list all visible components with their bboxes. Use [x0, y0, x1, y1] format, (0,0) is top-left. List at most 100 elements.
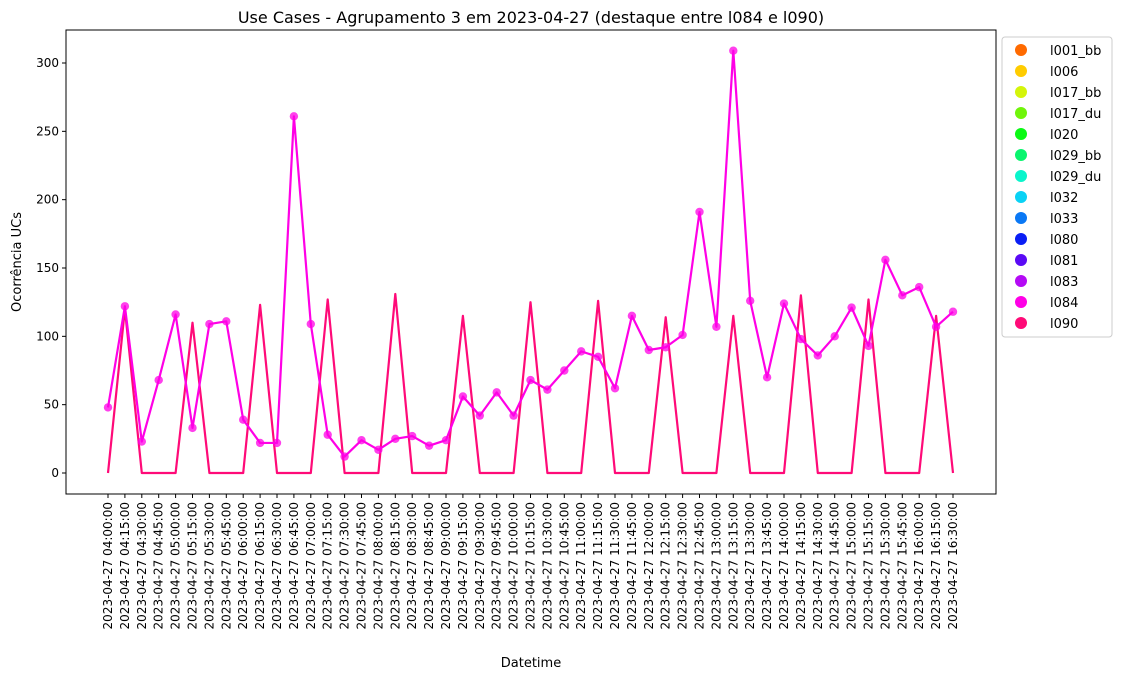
data-point-l084	[188, 423, 197, 433]
x-tick-label: 2023-04-27 08:00:00	[371, 502, 385, 629]
legend-label-l001_bb: l001_bb	[1050, 44, 1101, 59]
data-point-l084	[712, 322, 721, 331]
x-tick-label: 2023-04-27 07:00:00	[304, 502, 318, 629]
x-tick-label: 2023-04-27 09:30:00	[473, 502, 487, 629]
data-point-l084	[424, 441, 434, 450]
x-tick-label: 2023-04-27 13:45:00	[760, 502, 774, 629]
x-tick-label: 2023-04-27 05:00:00	[169, 502, 183, 629]
series-line-l090	[106, 292, 955, 475]
data-point-l084	[272, 438, 282, 448]
x-tick-label: 2023-04-27 11:15:00	[591, 502, 605, 629]
legend-label-l033: l033	[1050, 212, 1078, 227]
x-tick-label: 2023-04-27 16:30:00	[946, 502, 960, 629]
data-point-l084	[881, 255, 890, 264]
data-point-l084	[847, 303, 856, 312]
data-point-l084	[137, 437, 146, 446]
x-tick-label: 2023-04-27 11:45:00	[625, 502, 639, 629]
x-tick-label: 2023-04-27 12:15:00	[659, 502, 673, 629]
x-tick-label: 2023-04-27 05:45:00	[219, 502, 233, 629]
data-point-l084	[171, 310, 180, 319]
data-point-l084	[898, 291, 907, 300]
x-tick-label: 2023-04-27 11:00:00	[574, 502, 588, 629]
x-tick-label: 2023-04-27 06:00:00	[236, 502, 250, 629]
legend-box	[1001, 36, 1113, 338]
data-point-l084	[627, 311, 637, 321]
data-point-l084	[408, 431, 417, 441]
x-tick-label: 2023-04-27 04:30:00	[135, 502, 149, 629]
x-tick-label: 2023-04-27 14:15:00	[794, 502, 808, 629]
legend-marker-l083	[1015, 275, 1027, 287]
data-point-l084	[813, 351, 822, 360]
data-point-l084	[306, 319, 315, 329]
x-tick-label: 2023-04-27 15:00:00	[845, 502, 859, 629]
data-point-l084	[255, 438, 265, 448]
legend-marker-l081	[1015, 254, 1027, 266]
y-tick-label: 100	[36, 329, 59, 343]
legend-label-l017_du: l017_du	[1050, 107, 1101, 122]
data-point-l084	[577, 347, 586, 356]
legend-marker-l020	[1015, 128, 1027, 140]
series-layer	[103, 46, 958, 475]
x-tick-label: 2023-04-27 09:00:00	[439, 502, 453, 629]
x-tick-label: 2023-04-27 04:00:00	[101, 502, 115, 629]
legend-label-l006: l006	[1050, 65, 1078, 80]
x-axis: 2023-04-27 04:00:00 2023-04-27 04:15:00 20…	[101, 494, 960, 629]
y-tick-label: 200	[36, 193, 59, 207]
legend-marker-l033	[1015, 212, 1027, 224]
data-point-l084	[593, 352, 603, 362]
y-tick-label: 150	[36, 261, 59, 275]
legend-label-l032: l032	[1050, 191, 1078, 206]
data-point-l084	[441, 436, 451, 445]
data-point-l084	[526, 375, 535, 385]
data-point-l084	[644, 345, 653, 355]
legend-marker-l090	[1015, 317, 1027, 329]
x-tick-label: 2023-04-27 07:30:00	[338, 502, 352, 629]
x-tick-label: 2023-04-27 08:45:00	[422, 502, 436, 629]
legend-label-l081: l081	[1050, 254, 1078, 269]
x-tick-label: 2023-04-27 05:15:00	[186, 502, 200, 629]
legend-label-l017_bb: l017_bb	[1050, 86, 1101, 101]
data-point-l084	[391, 434, 400, 444]
data-point-l084	[239, 415, 248, 424]
x-tick-label: 2023-04-27 11:30:00	[608, 502, 622, 629]
x-tick-label: 2023-04-27 09:15:00	[456, 502, 470, 629]
legend-label-l083: l083	[1050, 275, 1078, 290]
y-tick-label: 50	[44, 398, 59, 412]
x-tick-label: 2023-04-27 15:45:00	[895, 502, 909, 629]
legend-marker-l080	[1015, 233, 1027, 245]
data-point-l084	[695, 207, 704, 217]
data-point-l084	[762, 373, 772, 382]
x-tick-label: 2023-04-27 14:00:00	[777, 502, 791, 629]
x-tick-label: 2023-04-27 06:30:00	[270, 502, 284, 629]
data-point-l084	[458, 392, 468, 401]
data-point-l084	[661, 343, 670, 352]
data-point-l084	[357, 436, 366, 445]
y-axis: 0 50 100 150 200 250 300	[36, 56, 66, 480]
x-tick-label: 2023-04-27 08:30:00	[405, 502, 419, 629]
x-tick-label: 2023-04-27 08:15:00	[388, 502, 402, 629]
data-point-l084	[323, 430, 332, 439]
x-tick-label: 2023-04-27 13:00:00	[709, 502, 723, 629]
x-tick-label: 2023-04-27 12:00:00	[642, 502, 656, 629]
data-point-l084	[678, 330, 687, 340]
x-tick-label: 2023-04-27 15:15:00	[862, 502, 876, 629]
chart-title: Use Cases - Agrupamento 3 em 2023-04-27 …	[238, 8, 824, 27]
data-point-l084	[796, 334, 806, 344]
data-point-l084	[915, 282, 924, 292]
data-point-l084	[103, 403, 113, 412]
legend-marker-l029_bb	[1015, 149, 1027, 161]
x-tick-label: 2023-04-27 12:30:00	[676, 502, 690, 629]
series-line-l084	[106, 49, 954, 458]
x-tick-label: 2023-04-27 04:45:00	[152, 502, 166, 629]
legend-label-l020: l020	[1050, 128, 1078, 143]
legend-label-l029_du: l029_du	[1050, 170, 1101, 185]
data-point-l084	[509, 411, 518, 420]
data-point-l084	[222, 317, 231, 326]
data-point-l084	[830, 332, 839, 341]
x-tick-label: 2023-04-27 10:45:00	[557, 502, 571, 629]
x-tick-label: 2023-04-27 16:15:00	[929, 502, 943, 629]
x-tick-label: 2023-04-27 05:30:00	[202, 502, 216, 629]
x-tick-label: 2023-04-27 10:00:00	[507, 502, 521, 629]
x-tick-label: 2023-04-27 04:15:00	[118, 502, 132, 629]
